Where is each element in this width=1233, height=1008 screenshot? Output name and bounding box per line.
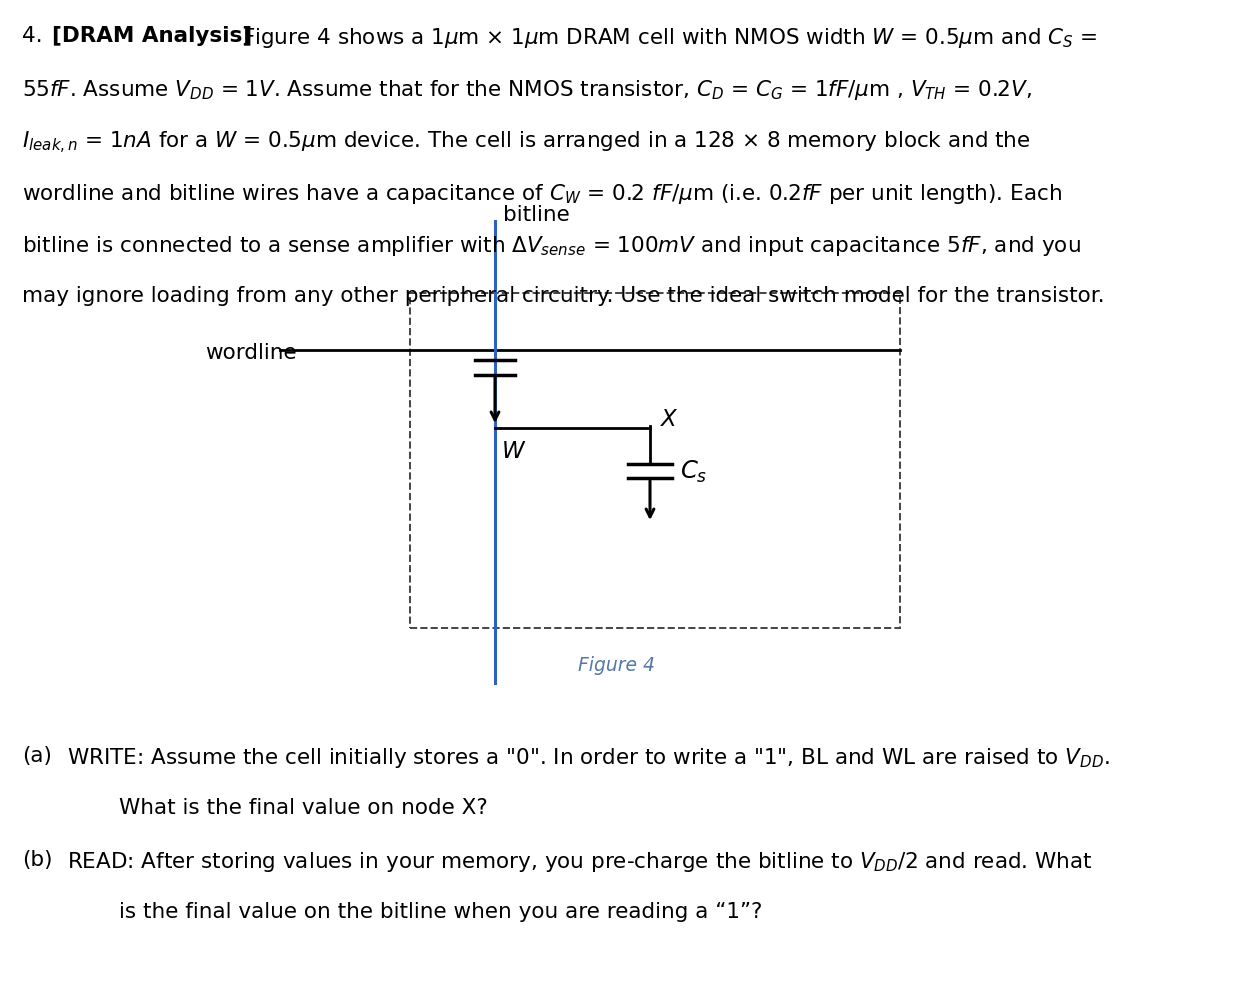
Text: 55$fF$. Assume $V_{DD}$ = 1$V$. Assume that for the NMOS transistor, $C_D$ = $C_: 55$fF$. Assume $V_{DD}$ = 1$V$. Assume t… <box>22 78 1032 102</box>
Text: $I_{leak,n}$ = 1$nA$ for a $W$ = 0.5$\mu$m device. The cell is arranged in a 128: $I_{leak,n}$ = 1$nA$ for a $W$ = 0.5$\mu… <box>22 130 1031 156</box>
Text: What is the final value on node X?: What is the final value on node X? <box>120 798 488 818</box>
Text: bitline: bitline <box>503 205 570 225</box>
Text: 4.: 4. <box>22 26 49 46</box>
Text: may ignore loading from any other peripheral circuitry. Use the ideal switch mod: may ignore loading from any other periph… <box>22 286 1105 306</box>
Text: is the final value on the bitline when you are reading a “1”?: is the final value on the bitline when y… <box>120 902 762 922</box>
Text: $C_s$: $C_s$ <box>681 459 708 485</box>
Text: bitline is connected to a sense amplifier with $\Delta V_{sense}$ = 100$mV$ and : bitline is connected to a sense amplifie… <box>22 234 1081 258</box>
Text: Figure 4: Figure 4 <box>577 656 655 675</box>
Text: $W$: $W$ <box>501 440 526 463</box>
Text: Figure 4 shows a 1$\mu$m $\times$ 1$\mu$m DRAM cell with NMOS width $W$ = 0.5$\m: Figure 4 shows a 1$\mu$m $\times$ 1$\mu$… <box>242 26 1097 50</box>
Bar <box>411 293 900 628</box>
Text: (b): (b) <box>22 850 53 870</box>
Text: [DRAM Analysis]: [DRAM Analysis] <box>52 26 253 46</box>
Text: WRITE: Assume the cell initially stores a "0". In order to write a "1", BL and W: WRITE: Assume the cell initially stores … <box>67 746 1110 770</box>
Text: wordline and bitline wires have a capacitance of $C_W$ = 0.2 $fF$/$\mu$m (i.e. 0: wordline and bitline wires have a capaci… <box>22 182 1062 206</box>
Text: wordline: wordline <box>205 343 297 363</box>
Text: $X$: $X$ <box>660 408 679 431</box>
Text: READ: After storing values in your memory, you pre-charge the bitline to $V_{DD}: READ: After storing values in your memor… <box>67 850 1092 874</box>
Text: (a): (a) <box>22 746 52 766</box>
